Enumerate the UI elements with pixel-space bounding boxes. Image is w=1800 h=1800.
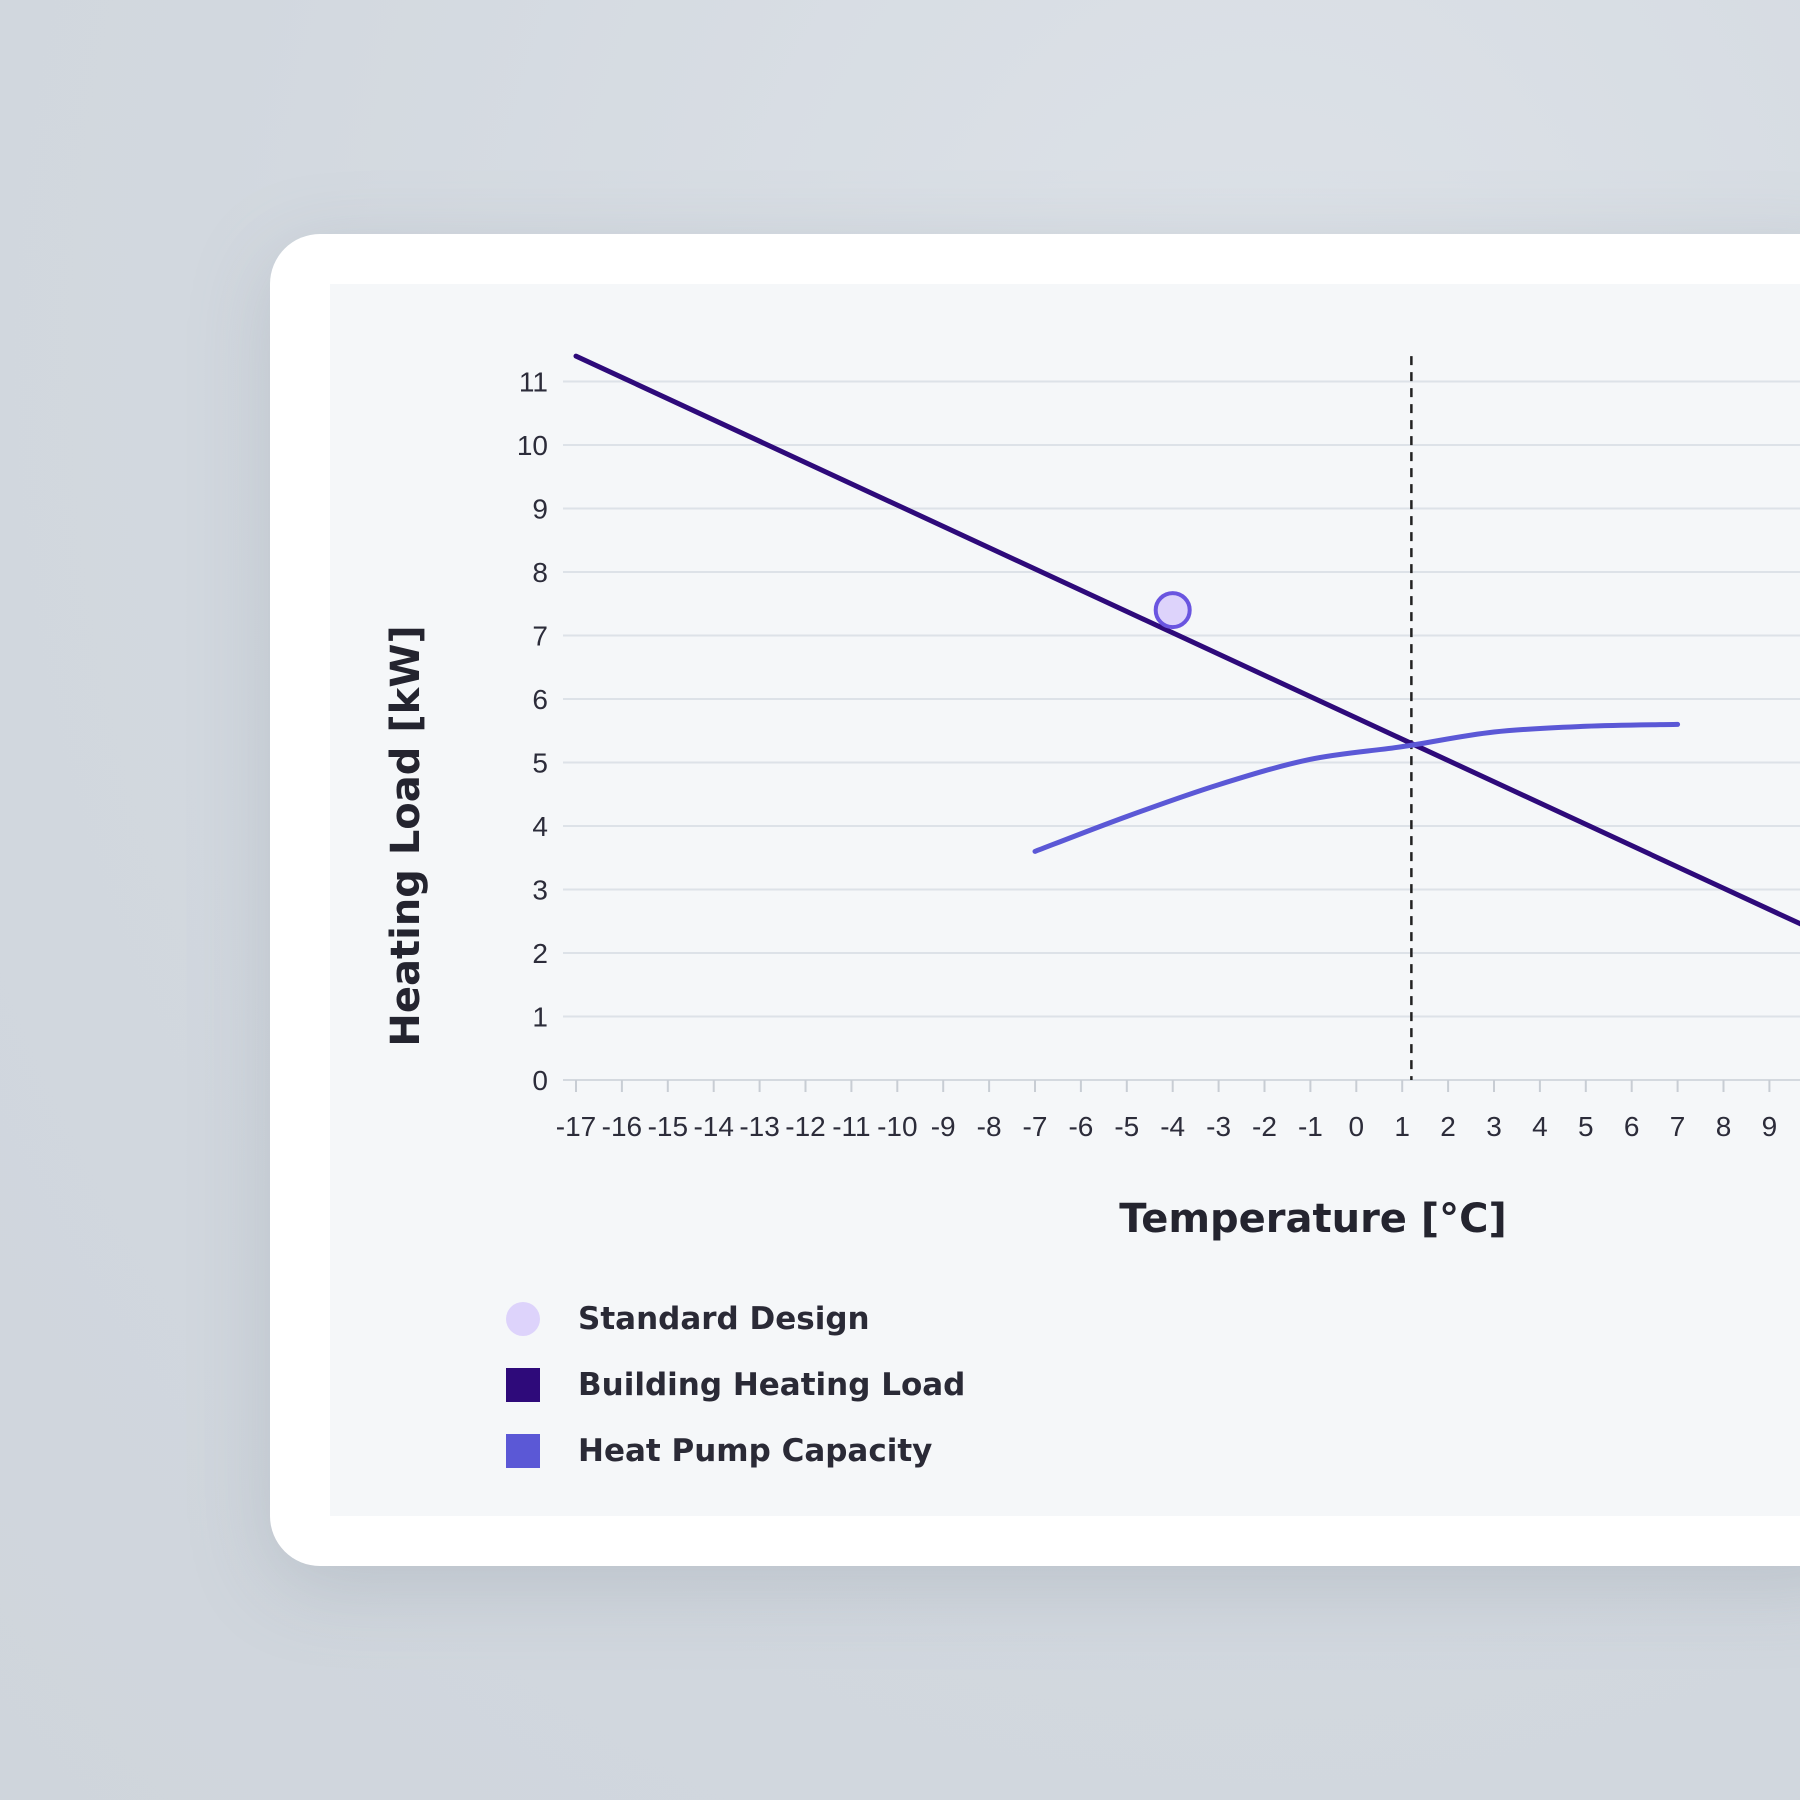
x-tick-label: -1 — [1298, 1111, 1323, 1142]
legend-swatch-building-heating-load — [506, 1368, 540, 1402]
x-tick-label: -3 — [1206, 1111, 1231, 1142]
y-tick-label: 3 — [532, 875, 548, 906]
x-tick-label: 0 — [1349, 1111, 1365, 1142]
y-tick-label: 11 — [519, 367, 548, 398]
x-tick-label: -2 — [1252, 1111, 1277, 1142]
x-tick-label: -5 — [1114, 1111, 1139, 1142]
y-tick-label: 0 — [532, 1065, 548, 1096]
x-tick-label: 1 — [1394, 1111, 1410, 1142]
y-tick-label: 8 — [532, 557, 548, 588]
legend-swatch-heat-pump-capacity — [506, 1434, 540, 1468]
legend: Standard Design Building Heating Load He… — [506, 1286, 965, 1484]
x-tick-label: -13 — [739, 1111, 779, 1142]
x-tick-label: -4 — [1160, 1111, 1185, 1142]
x-axis: -17 -16 -15 -14 -13 -12 -11 -10 -9 -8 -7 -6 -5 -4 -3 -2… — [556, 1079, 1800, 1142]
building-heating-load-line — [573, 353, 1800, 927]
x-tick-label: 7 — [1670, 1111, 1686, 1142]
y-tick-label: 2 — [532, 938, 548, 969]
x-tick-label: -7 — [1023, 1111, 1048, 1142]
x-tick-label: -15 — [648, 1111, 688, 1142]
grid-lines — [563, 380, 1800, 1018]
x-tick-label: 2 — [1440, 1111, 1456, 1142]
x-tick-label: 5 — [1578, 1111, 1594, 1142]
x-tick-label: 4 — [1532, 1111, 1548, 1142]
chart-panel — [330, 284, 1800, 1516]
series-group — [573, 353, 1800, 927]
y-tick-label: 9 — [532, 494, 548, 525]
y-tick-label: 10 — [517, 430, 548, 461]
y-tick-label: 6 — [532, 684, 548, 715]
legend-item-standard-design[interactable]: Standard Design — [506, 1286, 965, 1352]
x-tick-label: -12 — [785, 1111, 825, 1142]
y-tick-label: 7 — [532, 621, 548, 652]
legend-item-building-heating-load[interactable]: Building Heating Load — [506, 1352, 965, 1418]
legend-swatch-standard-design — [506, 1302, 540, 1336]
x-tick-label: -11 — [832, 1111, 870, 1142]
x-tick-label: -9 — [931, 1111, 956, 1142]
legend-item-heat-pump-capacity[interactable]: Heat Pump Capacity — [506, 1418, 965, 1484]
y-axis-title: Heating Load [kW] — [383, 625, 429, 1046]
x-axis-title: Temperature [°C] — [1119, 1196, 1507, 1242]
x-tick-label: -10 — [877, 1111, 917, 1142]
x-tick-label: 3 — [1486, 1111, 1502, 1142]
x-tick-label: -8 — [977, 1111, 1002, 1142]
y-axis: 0 1 2 3 4 5 6 7 8 9 10 11 — [517, 367, 548, 1097]
y-tick-label: 5 — [532, 748, 548, 779]
legend-label: Heat Pump Capacity — [578, 1433, 933, 1469]
standard-design-point — [1153, 591, 1192, 630]
x-tick-label: 6 — [1624, 1111, 1640, 1142]
heat-pump-capacity-line — [1032, 721, 1681, 854]
x-tick-label: 8 — [1716, 1111, 1732, 1142]
x-tick-label: -16 — [602, 1111, 642, 1142]
legend-label: Standard Design — [578, 1301, 870, 1337]
y-tick-label: 4 — [532, 811, 548, 842]
legend-label: Building Heating Load — [578, 1367, 966, 1403]
x-tick-label: -6 — [1068, 1111, 1093, 1142]
x-tick-label: -14 — [693, 1111, 733, 1142]
x-tick-label: 9 — [1762, 1111, 1778, 1142]
x-tick-label: -17 — [556, 1111, 596, 1142]
y-tick-label: 1 — [532, 1002, 548, 1033]
